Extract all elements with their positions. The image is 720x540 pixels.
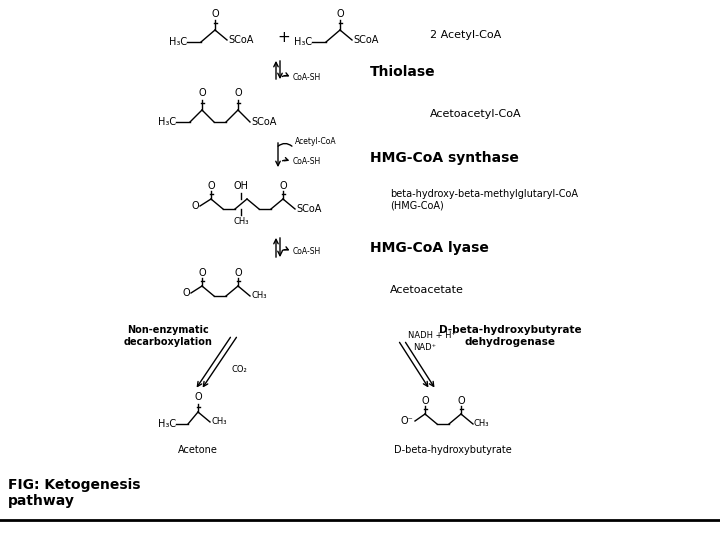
Text: O: O xyxy=(198,268,206,278)
Text: H₃C: H₃C xyxy=(294,37,312,47)
Text: Non-enzymatic
decarboxylation: Non-enzymatic decarboxylation xyxy=(124,325,212,347)
Text: O: O xyxy=(234,268,242,278)
Text: O⁻: O⁻ xyxy=(400,416,413,426)
Text: CoA-SH: CoA-SH xyxy=(293,73,321,83)
Text: D-beta-hydroxybutyrate: D-beta-hydroxybutyrate xyxy=(394,445,512,455)
Text: O: O xyxy=(336,9,344,19)
Text: O: O xyxy=(211,9,219,19)
Text: SCoA: SCoA xyxy=(296,204,321,214)
Text: O: O xyxy=(198,88,206,98)
Text: beta-hydroxy-beta-methylglutaryl-CoA
(HMG-CoA): beta-hydroxy-beta-methylglutaryl-CoA (HM… xyxy=(390,189,578,211)
Text: FIG: Ketogenesis
pathway: FIG: Ketogenesis pathway xyxy=(8,478,140,508)
Text: O: O xyxy=(194,392,202,402)
Text: CH₃: CH₃ xyxy=(233,217,248,226)
Text: O: O xyxy=(279,181,287,191)
Text: Thiolase: Thiolase xyxy=(370,65,436,79)
Text: OH: OH xyxy=(233,181,248,191)
Text: CO₂: CO₂ xyxy=(232,366,248,375)
Text: HMG-CoA lyase: HMG-CoA lyase xyxy=(370,241,489,255)
Text: NADH + H⁺: NADH + H⁺ xyxy=(408,332,456,341)
Text: CH₃: CH₃ xyxy=(474,420,490,429)
Text: O: O xyxy=(182,288,190,298)
Text: SCoA: SCoA xyxy=(353,35,379,45)
Text: SCoA: SCoA xyxy=(251,117,276,127)
Text: Acetoacetyl-CoA: Acetoacetyl-CoA xyxy=(430,109,521,119)
Text: H₃C: H₃C xyxy=(158,419,176,429)
Text: H₃C: H₃C xyxy=(158,117,176,127)
Text: Acetoacetate: Acetoacetate xyxy=(390,285,464,295)
Text: O: O xyxy=(234,88,242,98)
Text: CoA-SH: CoA-SH xyxy=(293,158,321,166)
Text: O: O xyxy=(192,201,199,211)
Text: O: O xyxy=(421,396,429,406)
Text: O: O xyxy=(207,181,215,191)
Text: NAD⁺: NAD⁺ xyxy=(413,343,436,353)
Text: CH₃: CH₃ xyxy=(211,417,227,427)
Text: D-beta-hydroxybutyrate
dehydrogenase: D-beta-hydroxybutyrate dehydrogenase xyxy=(438,325,581,347)
Text: CoA-SH: CoA-SH xyxy=(293,247,321,256)
Text: H₃C: H₃C xyxy=(169,37,187,47)
Text: +: + xyxy=(278,30,290,44)
Text: O: O xyxy=(457,396,465,406)
Text: SCoA: SCoA xyxy=(228,35,253,45)
Text: Acetone: Acetone xyxy=(178,445,218,455)
Text: HMG-CoA synthase: HMG-CoA synthase xyxy=(370,151,519,165)
Text: 2 Acetyl-CoA: 2 Acetyl-CoA xyxy=(430,30,501,40)
Text: Acetyl-CoA: Acetyl-CoA xyxy=(295,137,337,146)
Text: CH₃: CH₃ xyxy=(251,292,266,300)
